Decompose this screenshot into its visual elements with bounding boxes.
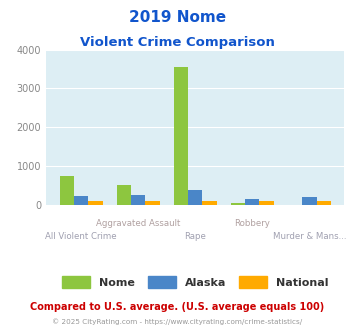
Text: Violent Crime Comparison: Violent Crime Comparison: [80, 36, 275, 49]
Bar: [117, 185, 131, 205]
Bar: [260, 201, 274, 205]
Bar: [231, 203, 245, 205]
Bar: [188, 190, 202, 205]
Text: Murder & Mans...: Murder & Mans...: [273, 232, 346, 241]
Bar: [317, 201, 331, 205]
Bar: [131, 195, 145, 205]
Text: Compared to U.S. average. (U.S. average equals 100): Compared to U.S. average. (U.S. average …: [31, 302, 324, 312]
Bar: [60, 176, 74, 205]
Bar: [174, 67, 188, 205]
Bar: [145, 201, 160, 205]
Text: Aggravated Assault: Aggravated Assault: [96, 218, 180, 228]
Text: All Violent Crime: All Violent Crime: [45, 232, 117, 241]
Bar: [302, 197, 317, 205]
Text: Robbery: Robbery: [234, 218, 270, 228]
Text: Rape: Rape: [184, 232, 206, 241]
Legend: Nome, Alaska, National: Nome, Alaska, National: [58, 272, 333, 292]
Bar: [202, 201, 217, 205]
Bar: [74, 196, 88, 205]
Text: © 2025 CityRating.com - https://www.cityrating.com/crime-statistics/: © 2025 CityRating.com - https://www.city…: [53, 318, 302, 325]
Bar: [245, 199, 260, 205]
Bar: [88, 201, 103, 205]
Text: 2019 Nome: 2019 Nome: [129, 10, 226, 25]
